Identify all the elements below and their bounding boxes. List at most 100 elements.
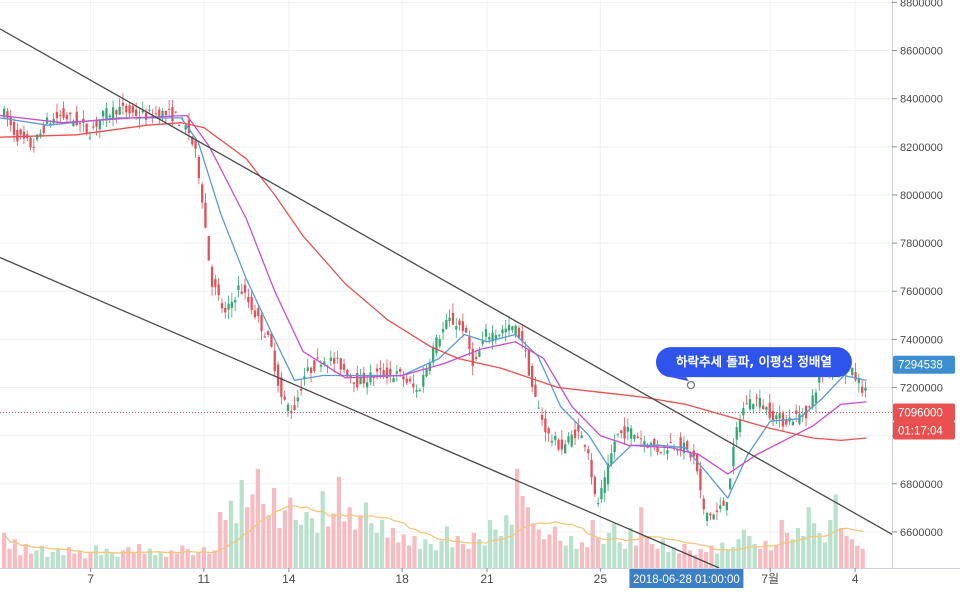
candle-body	[148, 109, 151, 111]
volume-bar	[115, 556, 120, 568]
candle-body	[306, 367, 309, 371]
last-price-label: 7294538	[898, 360, 943, 372]
volume-bar	[239, 480, 244, 568]
volume-bar	[795, 528, 800, 568]
volume-bar	[407, 545, 412, 568]
candle-body	[445, 319, 448, 329]
candle-body	[488, 337, 491, 340]
candle-body	[220, 303, 224, 309]
volume-bar	[7, 548, 12, 568]
candle-body	[729, 478, 732, 490]
volume-bar	[288, 497, 293, 568]
candle-body	[484, 329, 488, 337]
candle-body	[339, 358, 342, 370]
volume-bar	[488, 520, 493, 568]
candle-body	[342, 363, 346, 370]
candle-body	[583, 444, 587, 447]
candle-body	[135, 109, 138, 116]
candle-body	[580, 435, 583, 439]
trendlines	[0, 28, 893, 569]
candle-body	[537, 407, 540, 409]
volume-bar	[142, 553, 147, 568]
candle-body	[778, 413, 781, 419]
candle-body	[732, 446, 735, 467]
volume-bar	[579, 542, 584, 568]
volume-bar	[601, 544, 606, 568]
candle-body	[814, 392, 818, 403]
volume-bar	[531, 523, 536, 568]
candle-body	[745, 403, 748, 405]
volume-bar	[110, 553, 115, 568]
candle-body	[243, 284, 247, 293]
candle-body	[514, 325, 517, 336]
volume-bar	[99, 555, 104, 568]
candle-body	[42, 125, 45, 134]
candle-body	[346, 369, 349, 377]
price-axis-label: 8400000	[900, 94, 943, 106]
candle-body	[313, 360, 316, 371]
last-price-badge	[893, 355, 955, 374]
time-axis-label: 14	[282, 572, 296, 586]
volume-bar	[342, 521, 347, 568]
candle-body	[702, 498, 705, 510]
volume-bar	[56, 548, 61, 568]
volume-bar	[126, 547, 131, 568]
candle-body	[336, 357, 339, 359]
volume-bar	[617, 542, 622, 568]
candle-body	[29, 137, 32, 148]
candle-body	[722, 500, 725, 506]
candle-body	[458, 320, 461, 325]
candle-body	[438, 339, 441, 347]
candle-body	[666, 450, 669, 454]
candle-body	[808, 406, 811, 408]
candle-body	[857, 377, 860, 384]
candle-body	[240, 291, 243, 294]
candle-body	[174, 111, 177, 113]
trendline	[0, 256, 720, 569]
price-axis-label: 8600000	[900, 46, 943, 58]
candle-body	[795, 410, 798, 414]
candle-body	[389, 368, 392, 375]
volume-bar	[164, 556, 169, 568]
candle-body	[775, 415, 778, 420]
annotation-bubble	[655, 347, 852, 378]
candle-body	[362, 372, 365, 384]
volume-bar	[758, 548, 763, 568]
price-axis-label: 7800000	[900, 238, 943, 250]
candle-body	[309, 367, 313, 374]
candle-body	[207, 235, 210, 261]
candle-body	[498, 334, 501, 336]
volume-bar	[304, 512, 309, 568]
candle-body	[507, 324, 511, 331]
volume-bar	[790, 539, 795, 568]
candle-body	[418, 390, 422, 392]
volume-bar	[88, 552, 93, 568]
annotation-anchor-dot	[686, 380, 696, 390]
volume-bar	[644, 536, 649, 568]
candle-body	[765, 407, 768, 410]
volume-bar	[201, 547, 206, 568]
candle-body	[224, 307, 227, 313]
candle-body	[573, 429, 577, 439]
candle-body	[237, 285, 240, 290]
volume-bar	[363, 502, 368, 568]
candle-body	[59, 114, 62, 116]
candle-body	[435, 337, 438, 354]
volume-bar	[309, 518, 314, 568]
candle-body	[333, 358, 336, 364]
volume-bar	[353, 529, 358, 568]
volume-bar	[466, 548, 471, 568]
candle-body	[85, 123, 88, 133]
volume-bar	[666, 552, 671, 568]
candle-body	[366, 382, 369, 388]
volume-bar	[606, 532, 611, 568]
candle-body	[527, 350, 530, 376]
candle-body	[742, 408, 745, 416]
candle-body	[755, 397, 758, 399]
grid-lines	[0, 0, 892, 568]
candle-body	[184, 125, 187, 130]
volume-bar	[131, 552, 136, 568]
volume-bar	[104, 548, 109, 568]
candle-body	[105, 108, 108, 121]
